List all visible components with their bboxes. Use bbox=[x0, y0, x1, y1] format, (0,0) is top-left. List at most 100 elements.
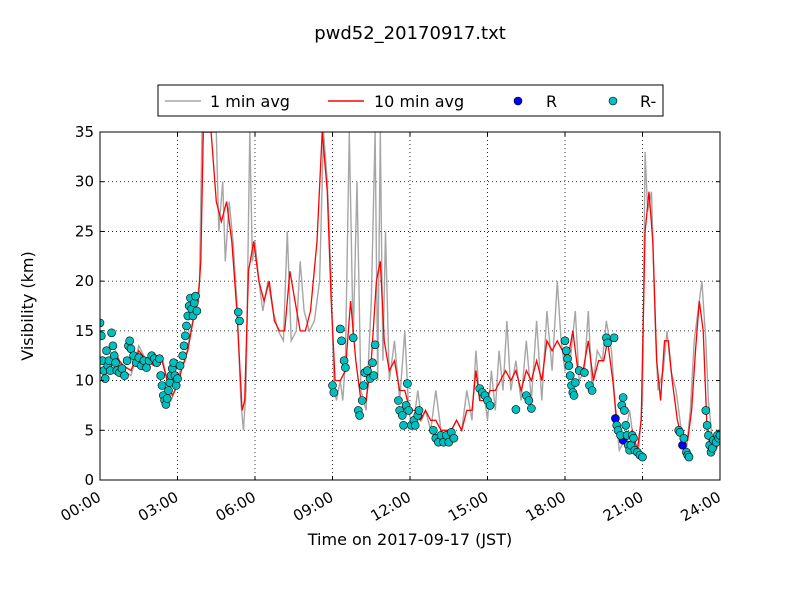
legend-box bbox=[157, 84, 664, 117]
point-r bbox=[368, 358, 377, 368]
y-tick-label: 5 bbox=[84, 421, 94, 439]
y-tick-label: 15 bbox=[75, 322, 94, 340]
point-r bbox=[192, 306, 202, 316]
point-r bbox=[587, 386, 597, 395]
y-axis-label: Visibility (km) bbox=[18, 251, 37, 360]
point-r bbox=[715, 431, 720, 440]
y-tick-label: 35 bbox=[75, 123, 94, 141]
point-r bbox=[561, 346, 571, 356]
point-r bbox=[428, 425, 438, 435]
plot-area bbox=[99, 131, 721, 481]
y-tick-label: 25 bbox=[75, 222, 94, 240]
point-r bbox=[702, 420, 712, 430]
point-r bbox=[563, 354, 572, 364]
point-r bbox=[341, 363, 350, 372]
legend-label-1-min-avg: 1 min avg bbox=[210, 92, 290, 111]
point-r bbox=[565, 371, 575, 380]
legend-swatch-r bbox=[608, 96, 618, 106]
x-tick-label: 12:00 bbox=[368, 488, 414, 525]
legend: 1 min avg 10 min avg R R- bbox=[157, 84, 664, 117]
y-tick-label: 30 bbox=[75, 173, 94, 191]
point-r bbox=[618, 393, 628, 402]
point-r bbox=[107, 328, 116, 338]
y-tick-label: 0 bbox=[84, 471, 94, 489]
point-r bbox=[233, 307, 243, 317]
point-r bbox=[621, 420, 631, 430]
point-r bbox=[125, 336, 134, 346]
series-layer bbox=[100, 132, 720, 462]
x-tick-label: 03:00 bbox=[135, 488, 181, 525]
point-r bbox=[102, 346, 111, 356]
point-r bbox=[397, 411, 407, 420]
point-r bbox=[570, 378, 580, 387]
x-tick-label: 00:00 bbox=[58, 488, 104, 525]
point-r bbox=[684, 452, 694, 462]
point-r bbox=[357, 396, 367, 405]
point-r bbox=[410, 420, 420, 430]
legend-swatch-r bbox=[513, 96, 523, 106]
point-r bbox=[603, 338, 612, 348]
legend-label-r: R- bbox=[640, 92, 656, 111]
point-r bbox=[329, 388, 339, 397]
point-r bbox=[328, 381, 337, 390]
point-r bbox=[679, 433, 689, 443]
x-tick-label: 24:00 bbox=[678, 488, 724, 525]
point-r bbox=[701, 406, 711, 415]
point-r bbox=[620, 406, 629, 415]
point-r bbox=[120, 371, 129, 380]
point-r bbox=[179, 341, 189, 351]
x-tick-label: 09:00 bbox=[290, 488, 336, 525]
point-r bbox=[190, 298, 199, 308]
x-axis-label: Time on 2017-09-17 (JST) bbox=[307, 530, 512, 549]
point-r bbox=[337, 336, 346, 346]
point-r bbox=[394, 396, 403, 405]
point-r bbox=[111, 358, 120, 368]
point-r bbox=[100, 374, 110, 383]
x-tick-label: 06:00 bbox=[213, 488, 259, 525]
point-r bbox=[369, 371, 379, 380]
point-r bbox=[404, 406, 414, 415]
point-r bbox=[564, 361, 574, 371]
x-tick-label: 21:00 bbox=[600, 488, 646, 525]
point-r bbox=[449, 433, 459, 443]
point-r bbox=[399, 420, 408, 430]
point-r bbox=[339, 356, 349, 366]
point-r bbox=[155, 354, 164, 364]
y-tick-label: 20 bbox=[75, 272, 94, 290]
point-r bbox=[363, 366, 372, 375]
legend-label-10-min-avg: 10 min avg bbox=[374, 92, 464, 111]
point-r bbox=[609, 333, 619, 343]
point-r bbox=[178, 351, 187, 361]
point-r bbox=[348, 333, 358, 343]
point-r bbox=[235, 316, 244, 326]
point-r bbox=[191, 291, 200, 301]
point-r bbox=[580, 368, 589, 377]
point-r bbox=[162, 394, 172, 403]
point-r bbox=[629, 433, 638, 443]
point-r bbox=[100, 318, 105, 328]
point-r bbox=[100, 331, 106, 341]
x-tick-label: 15:00 bbox=[445, 488, 491, 525]
point-r bbox=[171, 381, 181, 390]
point-r bbox=[569, 391, 579, 400]
point-r bbox=[527, 404, 536, 413]
point-r bbox=[355, 411, 364, 420]
chart-title: pwd52_20170917.txt bbox=[314, 23, 506, 44]
point-r bbox=[335, 324, 345, 334]
point-r bbox=[109, 351, 119, 361]
point-r bbox=[175, 361, 185, 371]
point-r bbox=[560, 336, 570, 346]
point-r bbox=[157, 381, 167, 390]
y-tick-label: 10 bbox=[75, 372, 94, 390]
point-r bbox=[108, 341, 118, 351]
point-r bbox=[414, 406, 424, 415]
point-r bbox=[678, 440, 687, 450]
point-r bbox=[122, 356, 132, 366]
point-r bbox=[370, 340, 380, 350]
x-tick-label: 18:00 bbox=[523, 488, 569, 525]
point-r bbox=[182, 321, 191, 331]
point-r bbox=[524, 396, 534, 405]
y-axis: 0 5 10 15 20 25 30 35 bbox=[75, 123, 720, 489]
point-r bbox=[164, 386, 173, 395]
